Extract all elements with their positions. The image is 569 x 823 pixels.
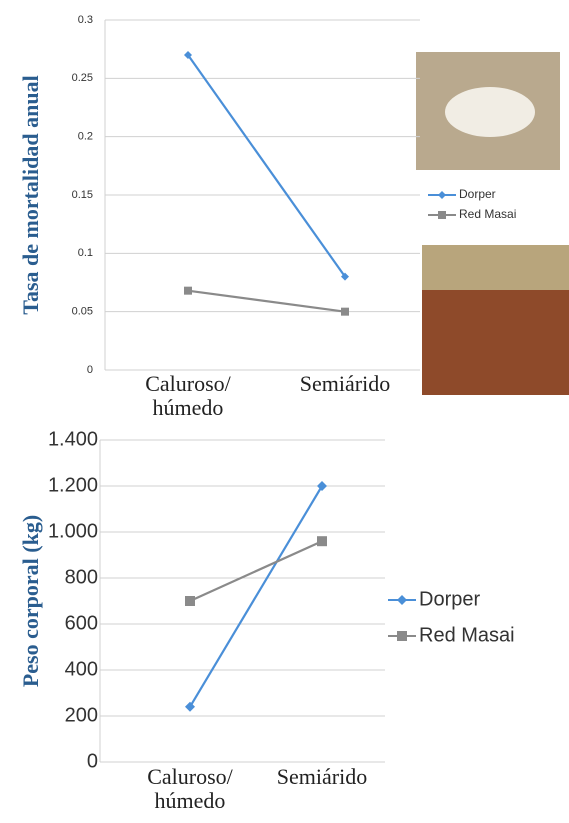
y-tick-label: 0 [87, 364, 93, 376]
y-tick-label: 0.15 [72, 189, 93, 201]
series-line [189, 540, 323, 603]
y-tick-label: 1.000 [48, 520, 98, 542]
legend-label: Red Masai [459, 207, 516, 221]
y-tick-label: 400 [65, 658, 98, 680]
legend-marker [397, 631, 407, 641]
x-tick-label: Caluroso/ húmedo [147, 764, 233, 813]
y-axis-label: Peso corporal (kg) [18, 515, 43, 687]
y-tick-label: 0.25 [72, 72, 93, 84]
photo-dorper-sheep [445, 87, 535, 137]
marker [317, 481, 327, 491]
y-tick-label: 0.2 [78, 131, 93, 143]
marker [185, 701, 195, 712]
legend-marker [397, 595, 407, 605]
series-line [189, 485, 323, 708]
x-tick-label: Semiárido [299, 371, 391, 396]
series-line [187, 54, 346, 278]
y-tick-label: 1.400 [48, 428, 98, 450]
legend-marker [438, 191, 446, 199]
marker [185, 596, 195, 606]
y-tick-label: 0.3 [78, 14, 93, 26]
y-tick-label: 600 [65, 612, 98, 634]
marker [184, 51, 192, 59]
marker [317, 536, 327, 547]
y-tick-label: 0 [87, 750, 98, 772]
y-tick-label: 200 [65, 704, 98, 726]
legend-label: Dorper [459, 187, 496, 201]
y-tick-label: 0.1 [78, 247, 93, 259]
legend-label: Dorper [419, 588, 480, 610]
legend-label: Red Masai [419, 624, 515, 646]
x-tick-label: Caluroso/ húmedo [145, 371, 231, 420]
photo-red-masai-bg [422, 245, 569, 290]
marker [341, 307, 349, 316]
legend-marker [438, 211, 446, 219]
marker [341, 272, 349, 281]
x-tick-label: Semiárido [276, 764, 368, 789]
y-tick-label: 0.05 [72, 306, 93, 318]
y-tick-label: 1.200 [48, 474, 98, 496]
y-tick-label: 800 [65, 566, 98, 588]
series-line [187, 289, 346, 313]
marker [184, 286, 192, 295]
y-axis-label: Tasa de mortalidad anual [18, 75, 43, 314]
